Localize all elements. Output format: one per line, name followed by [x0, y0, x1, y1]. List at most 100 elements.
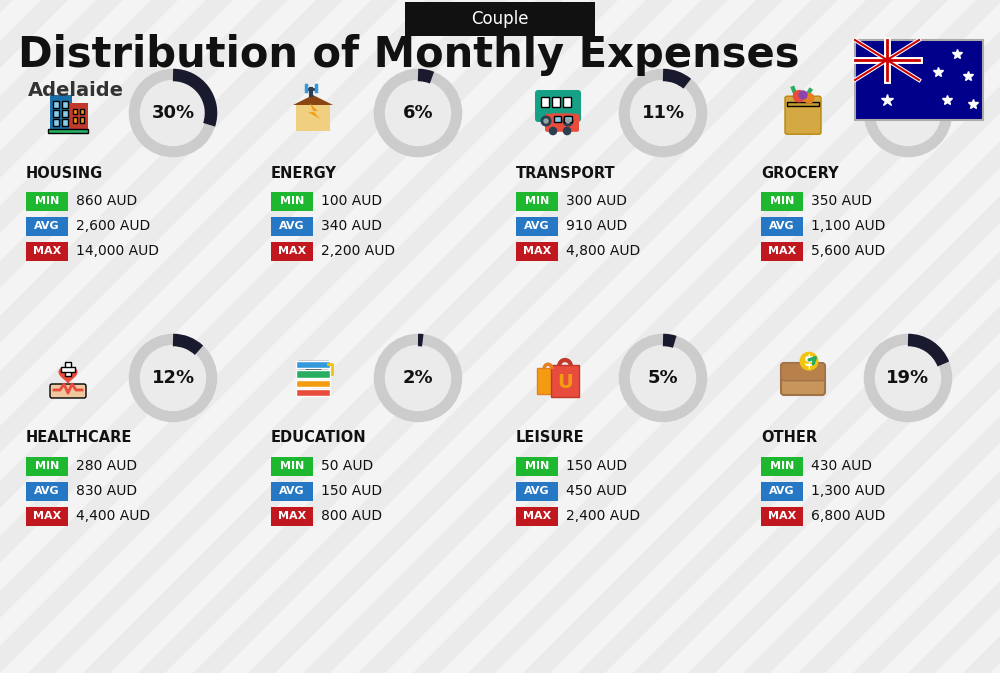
- FancyBboxPatch shape: [761, 481, 803, 501]
- Polygon shape: [440, 0, 1000, 673]
- Polygon shape: [165, 0, 866, 673]
- Polygon shape: [385, 0, 1000, 673]
- Text: AVG: AVG: [769, 486, 795, 496]
- Text: ENERGY: ENERGY: [271, 166, 337, 180]
- Polygon shape: [55, 0, 756, 673]
- Text: MAX: MAX: [33, 246, 61, 256]
- Polygon shape: [0, 0, 206, 673]
- Text: MAX: MAX: [768, 511, 796, 521]
- FancyBboxPatch shape: [271, 242, 313, 260]
- FancyBboxPatch shape: [26, 481, 68, 501]
- Polygon shape: [935, 0, 1000, 673]
- FancyBboxPatch shape: [271, 507, 313, 526]
- FancyBboxPatch shape: [48, 129, 88, 133]
- FancyBboxPatch shape: [516, 192, 558, 211]
- FancyBboxPatch shape: [761, 242, 803, 260]
- FancyBboxPatch shape: [80, 108, 84, 114]
- FancyBboxPatch shape: [61, 367, 75, 372]
- FancyBboxPatch shape: [271, 456, 313, 476]
- Text: OTHER: OTHER: [761, 431, 817, 446]
- FancyBboxPatch shape: [296, 370, 330, 378]
- Circle shape: [804, 94, 814, 103]
- Text: 150 AUD: 150 AUD: [566, 459, 627, 473]
- Text: MAX: MAX: [523, 511, 551, 521]
- Polygon shape: [605, 0, 1000, 673]
- FancyBboxPatch shape: [535, 90, 581, 122]
- FancyBboxPatch shape: [80, 117, 84, 122]
- Text: 4,400 AUD: 4,400 AUD: [76, 509, 150, 523]
- Polygon shape: [0, 0, 261, 673]
- Polygon shape: [0, 0, 371, 673]
- Circle shape: [564, 127, 571, 135]
- Polygon shape: [0, 0, 41, 673]
- FancyBboxPatch shape: [271, 217, 313, 236]
- Text: 11%: 11%: [641, 104, 685, 122]
- FancyBboxPatch shape: [296, 361, 330, 368]
- Polygon shape: [59, 368, 77, 383]
- FancyBboxPatch shape: [551, 365, 579, 397]
- FancyBboxPatch shape: [26, 456, 68, 476]
- FancyBboxPatch shape: [26, 242, 68, 260]
- Circle shape: [793, 91, 805, 102]
- FancyBboxPatch shape: [271, 192, 313, 211]
- Polygon shape: [0, 0, 701, 673]
- FancyBboxPatch shape: [516, 217, 558, 236]
- Polygon shape: [0, 0, 426, 673]
- Text: MIN: MIN: [280, 196, 304, 206]
- Text: U: U: [557, 373, 573, 392]
- Text: MAX: MAX: [278, 246, 306, 256]
- Circle shape: [386, 345, 450, 411]
- Circle shape: [876, 81, 940, 145]
- Circle shape: [386, 81, 450, 145]
- FancyBboxPatch shape: [73, 108, 77, 114]
- Text: 15%: 15%: [886, 104, 930, 122]
- FancyBboxPatch shape: [62, 119, 68, 126]
- Text: 5%: 5%: [648, 369, 678, 387]
- Text: MIN: MIN: [770, 461, 794, 471]
- Text: 2,600 AUD: 2,600 AUD: [76, 219, 150, 233]
- Polygon shape: [825, 0, 1000, 673]
- Text: 450 AUD: 450 AUD: [566, 484, 627, 498]
- FancyBboxPatch shape: [62, 110, 68, 116]
- Text: Adelaide: Adelaide: [28, 81, 124, 100]
- FancyBboxPatch shape: [516, 481, 558, 501]
- Text: MIN: MIN: [525, 461, 549, 471]
- FancyBboxPatch shape: [516, 242, 558, 260]
- Text: MIN: MIN: [770, 196, 794, 206]
- FancyBboxPatch shape: [787, 102, 819, 106]
- FancyBboxPatch shape: [296, 105, 330, 131]
- Text: 300 AUD: 300 AUD: [566, 194, 627, 208]
- Circle shape: [140, 345, 206, 411]
- Polygon shape: [110, 0, 811, 673]
- Polygon shape: [220, 0, 921, 673]
- Polygon shape: [293, 95, 333, 105]
- FancyBboxPatch shape: [296, 380, 330, 387]
- Text: AVG: AVG: [769, 221, 795, 231]
- Circle shape: [631, 345, 696, 411]
- FancyBboxPatch shape: [781, 363, 825, 381]
- Text: 830 AUD: 830 AUD: [76, 484, 137, 498]
- FancyBboxPatch shape: [26, 217, 68, 236]
- FancyBboxPatch shape: [761, 456, 803, 476]
- FancyBboxPatch shape: [65, 362, 71, 376]
- Polygon shape: [0, 0, 316, 673]
- FancyBboxPatch shape: [50, 384, 86, 398]
- Polygon shape: [0, 0, 536, 673]
- FancyBboxPatch shape: [545, 114, 579, 132]
- Text: 860 AUD: 860 AUD: [76, 194, 137, 208]
- Text: 100 AUD: 100 AUD: [321, 194, 382, 208]
- Text: 5,600 AUD: 5,600 AUD: [811, 244, 885, 258]
- Polygon shape: [0, 0, 646, 673]
- Text: MAX: MAX: [523, 246, 551, 256]
- FancyBboxPatch shape: [53, 101, 59, 108]
- Circle shape: [549, 127, 557, 135]
- Text: 6,800 AUD: 6,800 AUD: [811, 509, 885, 523]
- Text: MIN: MIN: [35, 196, 59, 206]
- Text: GROCERY: GROCERY: [761, 166, 839, 180]
- FancyBboxPatch shape: [761, 507, 803, 526]
- Text: MAX: MAX: [33, 511, 61, 521]
- Text: 12%: 12%: [151, 369, 195, 387]
- Text: 1,300 AUD: 1,300 AUD: [811, 484, 885, 498]
- Text: 4,800 AUD: 4,800 AUD: [566, 244, 640, 258]
- Polygon shape: [275, 0, 976, 673]
